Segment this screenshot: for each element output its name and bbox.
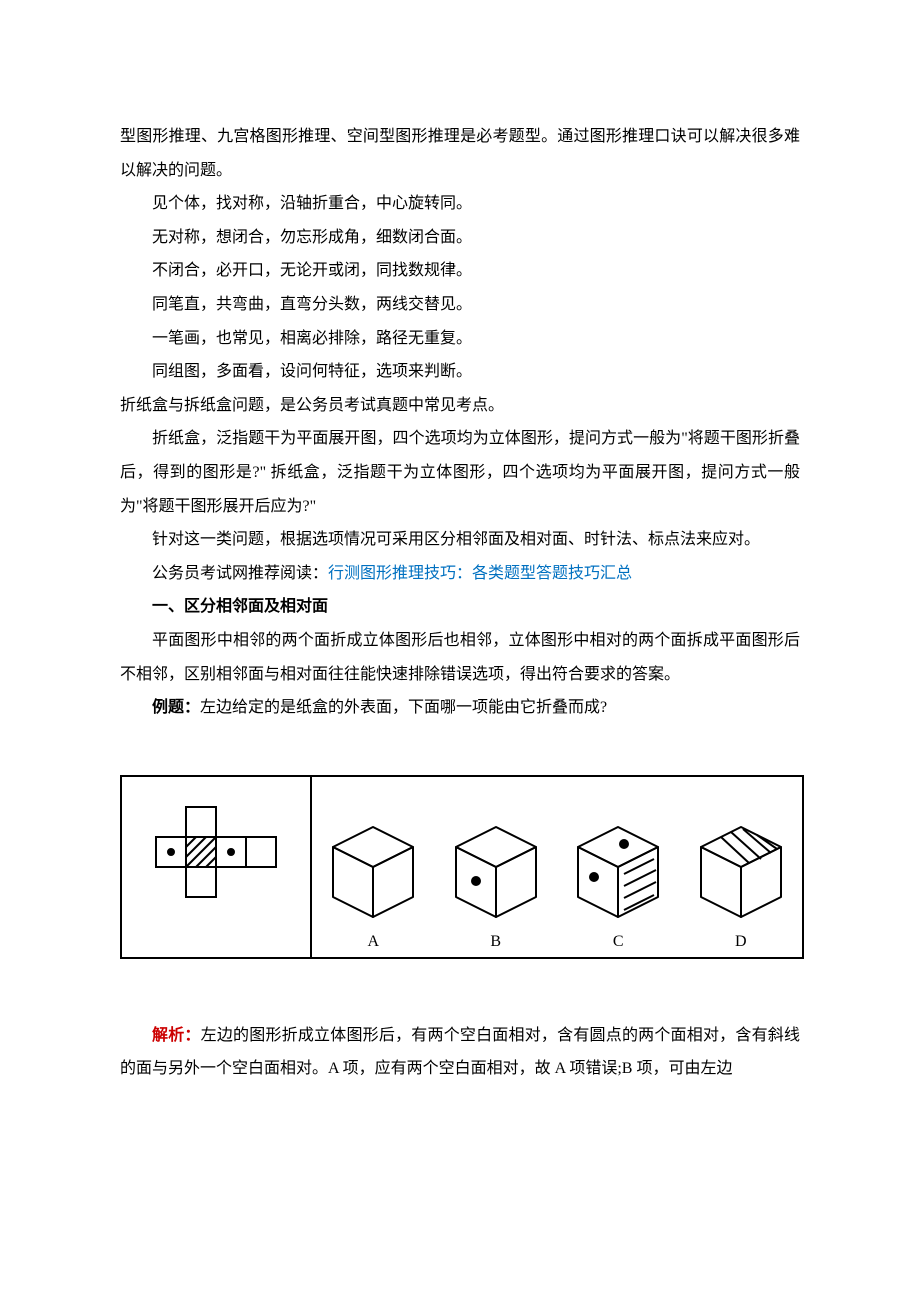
- option-b: B: [435, 777, 558, 957]
- analysis-body: 左边的图形折成立体图形后，有两个空白面相对，含有圆点的两个面相对，含有斜线的面与…: [120, 1027, 800, 1078]
- rule-line: 同组图，多面看，设问何特征，选项来判断。: [120, 355, 800, 389]
- example-paragraph: 例题：左边给定的是纸盒的外表面，下面哪一项能由它折叠而成?: [120, 691, 800, 725]
- heading-text: 一、区分相邻面及相对面: [152, 598, 328, 615]
- cube-net: [122, 777, 312, 957]
- example-body: 左边给定的是纸盒的外表面，下面哪一项能由它折叠而成?: [200, 699, 607, 716]
- cube-net-svg: [136, 802, 296, 932]
- option-c: C: [557, 777, 680, 957]
- paragraph: 折纸盒与拆纸盒问题，是公务员考试真题中常见考点。: [120, 389, 800, 423]
- cube-a-svg: [323, 819, 423, 929]
- cube-c-svg: [568, 819, 668, 929]
- option-label: D: [735, 933, 747, 951]
- option-label: A: [367, 933, 379, 951]
- option-label: B: [490, 933, 501, 951]
- rule-line: 一笔画，也常见，相离必排除，路径无重复。: [120, 322, 800, 356]
- cube-d-svg: [691, 819, 791, 929]
- paragraph: 型图形推理、九宫格图形推理、空间型图形推理是必考题型。通过图形推理口诀可以解决很…: [120, 120, 800, 187]
- cube-b-svg: [446, 819, 546, 929]
- figure: A B: [120, 775, 800, 959]
- text: 公务员考试网推荐阅读：: [152, 565, 328, 582]
- paragraph: 折纸盒，泛指题干为平面展开图，四个选项均为立体图形，提问方式一般为"将题干图形折…: [120, 422, 800, 523]
- analysis-paragraph: 解析：左边的图形折成立体图形后，有两个空白面相对，含有圆点的两个面相对，含有斜线…: [120, 1019, 800, 1086]
- section-heading: 一、区分相邻面及相对面: [120, 590, 800, 624]
- option-label: C: [613, 933, 624, 951]
- document-page: 型图形推理、九宫格图形推理、空间型图形推理是必考题型。通过图形推理口诀可以解决很…: [0, 0, 920, 1302]
- option-a: A: [312, 777, 435, 957]
- paragraph: 平面图形中相邻的两个面折成立体图形后也相邻，立体图形中相对的两个面拆成平面图形后…: [120, 624, 800, 691]
- paragraph: 针对这一类问题，根据选项情况可采用区分相邻面及相对面、时针法、标点法来应对。: [120, 523, 800, 557]
- rule-line: 不闭合，必开口，无论开或闭，同找数规律。: [120, 254, 800, 288]
- rule-line: 见个体，找对称，沿轴折重合，中心旋转同。: [120, 187, 800, 221]
- paragraph-with-link: 公务员考试网推荐阅读：行测图形推理技巧：各类题型答题技巧汇总: [120, 557, 800, 591]
- analysis-label: 解析：: [152, 1027, 201, 1044]
- rule-line: 同笔直，共弯曲，直弯分头数，两线交替见。: [120, 288, 800, 322]
- figure-box: A B: [120, 775, 804, 959]
- option-d: D: [680, 777, 803, 957]
- example-label: 例题：: [152, 699, 200, 716]
- rule-line: 无对称，想闭合，勿忘形成角，细数闭合面。: [120, 221, 800, 255]
- recommended-link[interactable]: 行测图形推理技巧：各类题型答题技巧汇总: [328, 565, 632, 582]
